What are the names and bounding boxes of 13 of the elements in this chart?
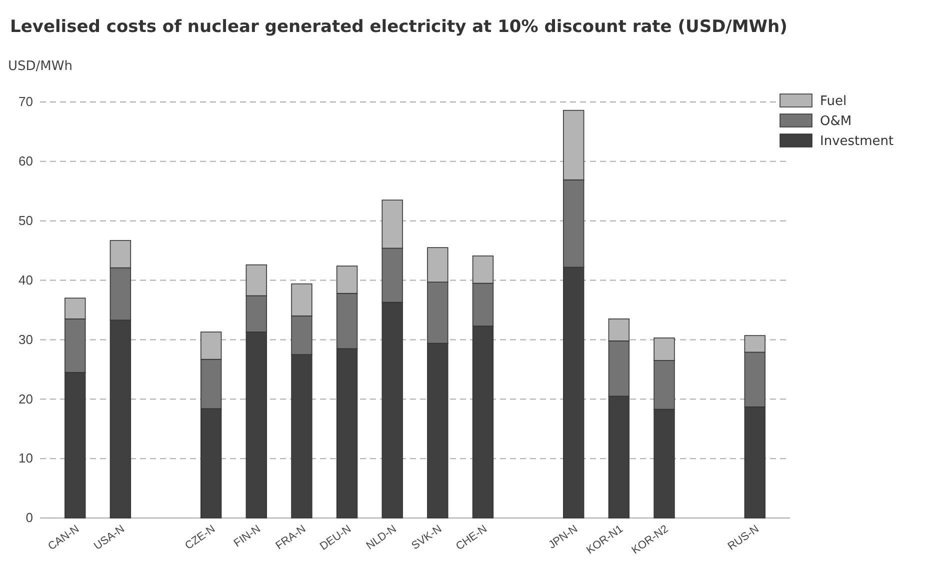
y-tick-label: 20 bbox=[18, 391, 33, 406]
y-tick-label: 60 bbox=[18, 154, 33, 169]
y-tick-label: 40 bbox=[18, 272, 33, 288]
y-tick-label: 50 bbox=[18, 213, 33, 228]
y-tick-label: 30 bbox=[18, 332, 33, 347]
chart-title: Levelised costs of nuclear generated electricity at 10% discount rate (USD/MWh) bbox=[10, 17, 788, 37]
legend-label: Investment bbox=[820, 134, 894, 149]
y-axis-title: USD/MWh bbox=[8, 59, 72, 74]
y-tick-label: 10 bbox=[18, 450, 33, 466]
legend-label: O&M bbox=[820, 114, 852, 129]
legend-label: Fuel bbox=[820, 94, 847, 109]
y-tick-label: 70 bbox=[18, 94, 33, 110]
y-tick-label: 0 bbox=[26, 510, 33, 526]
